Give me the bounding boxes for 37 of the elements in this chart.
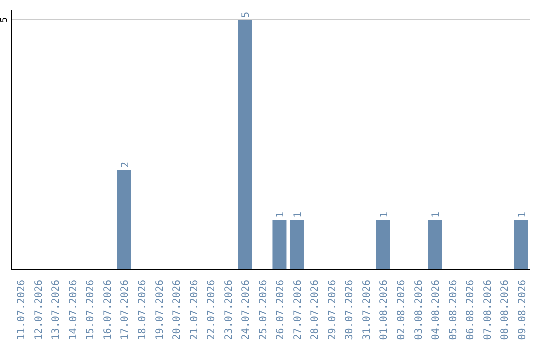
x-tick-label: 24.07.2026 <box>241 280 252 340</box>
x-tick-label: 21.07.2026 <box>189 280 200 340</box>
x-tick-label: 07.08.2026 <box>482 280 494 340</box>
x-tick-label: 30.07.2026 <box>344 280 356 340</box>
x-tick-label: 17.07.2026 <box>120 280 132 340</box>
x-tick-label: 28.07.2026 <box>310 280 322 340</box>
x-tick-label: 09.08.2026 <box>517 280 528 340</box>
x-tick-label: 31.07.2026 <box>362 280 373 340</box>
data-label: 1 <box>517 212 528 218</box>
x-tick-label: 29.07.2026 <box>327 280 338 340</box>
data-label: 2 <box>120 162 132 168</box>
x-tick-label: 18.07.2026 <box>138 280 148 340</box>
x-tick-label: 03.08.2026 <box>414 280 425 340</box>
data-label: 1 <box>292 212 304 218</box>
x-tick-label: 08.08.2026 <box>500 280 512 340</box>
x-tick-label: 22.07.2026 <box>206 280 218 340</box>
x-tick-label: 25.07.2026 <box>258 280 270 340</box>
data-label: 1 <box>379 212 390 218</box>
x-tick-label: 14.07.2026 <box>68 280 80 340</box>
x-tick-label: 19.07.2026 <box>154 280 166 340</box>
x-tick-label: 16.07.2026 <box>102 280 114 340</box>
x-tick-label: 04.08.2026 <box>431 280 442 340</box>
x-tick-label: 20.07.2026 <box>172 280 184 340</box>
x-tick-label: 15.07.2026 <box>86 280 97 340</box>
x-tick-label: 05.08.2026 <box>448 280 460 340</box>
data-label: 1 <box>276 212 287 218</box>
x-tick-label: 01.08.2026 <box>379 280 390 340</box>
x-tick-label: 11.07.2026 <box>16 280 28 340</box>
x-tick-label: 06.08.2026 <box>466 280 477 340</box>
x-tick-label: 23.07.2026 <box>224 280 235 340</box>
x-tick-label: 12.07.2026 <box>34 280 45 340</box>
data-label: 5 <box>241 12 252 18</box>
x-tick-label: 02.08.2026 <box>396 280 408 340</box>
x-tick-label: 26.07.2026 <box>276 280 287 340</box>
x-tick-label: 13.07.2026 <box>51 280 62 340</box>
x-tick-label: 27.07.2026 <box>292 280 304 340</box>
data-label: 1 <box>431 212 442 218</box>
